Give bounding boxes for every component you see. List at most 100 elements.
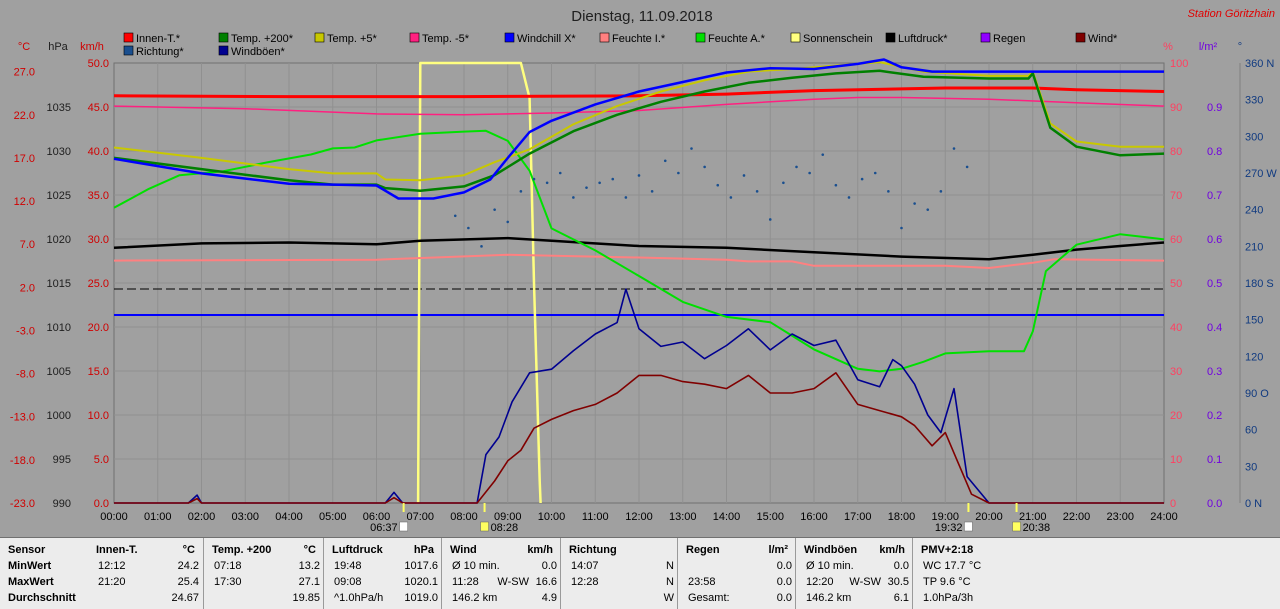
kmh-tick-label: 20.0	[88, 322, 109, 334]
direction-tick-label: 300	[1245, 131, 1263, 143]
series-point-richtung	[887, 190, 890, 193]
legend-swatch	[123, 45, 134, 56]
direction-tick-label: 150	[1245, 315, 1263, 327]
celsius-tick-label: 2.0	[20, 282, 35, 294]
percent-tick-label: 40	[1170, 322, 1182, 334]
kmh-tick-label: 30.0	[88, 234, 109, 246]
series-point-richtung	[913, 202, 916, 205]
legend-swatch	[123, 32, 134, 43]
rain-tick-label: 0.3	[1207, 366, 1222, 378]
stats-group-unit: km/h	[527, 544, 553, 556]
legend-label: Feuchte I.*	[612, 33, 666, 45]
stats-cell-time: 17:30	[214, 576, 242, 588]
time-tick-label: 17:00	[844, 511, 872, 523]
kmh-tick-label: 50.0	[88, 58, 109, 70]
direction-tick-label: 330	[1245, 95, 1263, 107]
time-tick-label: 22:00	[1063, 511, 1091, 523]
stats-group-title: Temp. +200	[212, 544, 272, 556]
legend: Innen-T.* Temp. +200* Temp. +5* Temp. -5* Wi…	[123, 32, 1118, 58]
direction-tick-label: 270 W	[1245, 168, 1277, 180]
legend-label: Sonnenschein	[803, 33, 873, 45]
marker-icon-noon	[480, 521, 489, 532]
hpa-tick-label: 1010	[47, 322, 71, 334]
hpa-tick-label: 1020	[47, 234, 71, 246]
stats-row-labels: Sensor MinWert MaxWert Durchschnitt	[0, 538, 88, 609]
celsius-tick-label: -23.0	[10, 498, 35, 510]
series-point-richtung	[716, 183, 720, 187]
chart-title: Dienstag, 11.09.2018	[571, 8, 713, 25]
legend-label: Innen-T.*	[136, 33, 181, 45]
stats-cell-value: 0.0	[893, 560, 909, 572]
series-point-richtung	[650, 190, 654, 193]
series-line-windchill-x	[113, 58, 1164, 200]
station-name: Station Göritzhain	[1188, 8, 1275, 20]
series-point-richtung	[952, 147, 956, 150]
legend-label: Feuchte A.*	[708, 33, 766, 45]
marker-label-sunset: 19:32	[935, 522, 963, 534]
series-point-richtung	[663, 159, 667, 163]
stats-cell-time: ^1.0hPa/h	[334, 592, 384, 604]
stats-group: Luftdruck hPa 19:48 1017.6 09:08 1020.1 ^1.0hP…	[323, 538, 442, 609]
stats-cell-time: 1.0hPa/3h	[923, 592, 974, 604]
percent-tick-label: 60	[1170, 234, 1182, 246]
series-point-richtung	[637, 174, 641, 177]
series-point-richtung	[585, 186, 588, 189]
percent-tick-label: 70	[1170, 190, 1182, 202]
series-line-luftdruck	[113, 236, 1165, 261]
hpa-tick-label: 1015	[47, 278, 71, 290]
stats-cell-time: Ø 10 min.	[452, 560, 500, 572]
legend-swatch	[790, 32, 801, 43]
stats-group: Regen l/m² 0.0 23:58 0.0 Gesamt: 0.0	[677, 538, 796, 609]
percent-tick-label: 20	[1170, 410, 1182, 422]
series-point-richtung	[703, 165, 706, 169]
time-tick-label: 00:00	[100, 511, 128, 523]
right-axes: 0 10 20 30 40 50 60 70 80 90 100 0.0 0.1 0.2 0.3 0.4 0.5…	[1170, 58, 1277, 510]
hpa-tick-label: 1035	[47, 102, 71, 114]
series-layer	[113, 58, 1165, 504]
kmh-tick-label: 45.0	[88, 102, 109, 114]
series-point-richtung	[742, 174, 746, 177]
stats-cell-time: 09:08	[334, 576, 362, 588]
stats-group-title: Luftdruck	[332, 544, 383, 556]
kmh-tick-label: 35.0	[88, 190, 109, 202]
series-point-richtung	[532, 177, 536, 181]
celsius-tick-label: 22.0	[14, 110, 35, 122]
unit-label-percent: %	[1163, 41, 1173, 53]
stats-cell-value: W	[663, 592, 674, 604]
time-tick-label: 12:00	[625, 511, 653, 523]
kmh-tick-label: 40.0	[88, 146, 109, 158]
stats-group: Temp. +200 °C 07:18 13.2 17:30 27.1 19.85	[203, 538, 324, 609]
stats-cell-value: 24.2	[177, 560, 199, 572]
stats-cell-value: 4.9	[541, 592, 557, 604]
time-tick-label: 07:00	[406, 511, 434, 523]
kmh-tick-label: 5.0	[94, 454, 109, 466]
stats-cell-value: 0.0	[776, 560, 792, 572]
rain-tick-label: 0.6	[1207, 234, 1222, 246]
stats-cell-time: 12:28	[571, 576, 599, 588]
time-tick-label: 13:00	[669, 511, 697, 523]
stats-group-unit: °C	[303, 544, 316, 556]
rain-tick-label: 0.5	[1207, 278, 1222, 290]
stats-cell-value: 13.2	[298, 560, 320, 572]
unit-label-rain: l/m²	[1199, 41, 1218, 53]
series-point-richtung	[598, 181, 601, 185]
hpa-tick-label: 995	[53, 454, 71, 466]
stats-group-title: Windböen	[804, 544, 858, 556]
legend-swatch	[504, 32, 515, 43]
series-line-temp-5	[113, 96, 1165, 116]
stats-cell-value: 16.6	[535, 576, 557, 588]
series-line-feuchte-a	[113, 129, 1165, 373]
stats-group-title: Innen-T.	[96, 544, 138, 556]
stats-cell-time: 21:20	[98, 576, 126, 588]
hpa-tick-label: 1030	[47, 146, 71, 158]
stats-cell-time: Gesamt:	[688, 592, 730, 604]
stats-cell-value: 30.5	[887, 576, 909, 588]
time-tick-label: 15:00	[756, 511, 784, 523]
stats-cell-time: 14:07	[571, 560, 599, 572]
stats-group-unit: km/h	[879, 544, 905, 556]
stats-cell-time: 146.2 km	[452, 592, 498, 604]
stats-group-unit: °C	[182, 544, 195, 556]
direction-tick-label: 180 S	[1245, 278, 1274, 290]
stats-group-title: PMV+2:18	[921, 544, 974, 556]
legend-swatch	[218, 32, 229, 43]
